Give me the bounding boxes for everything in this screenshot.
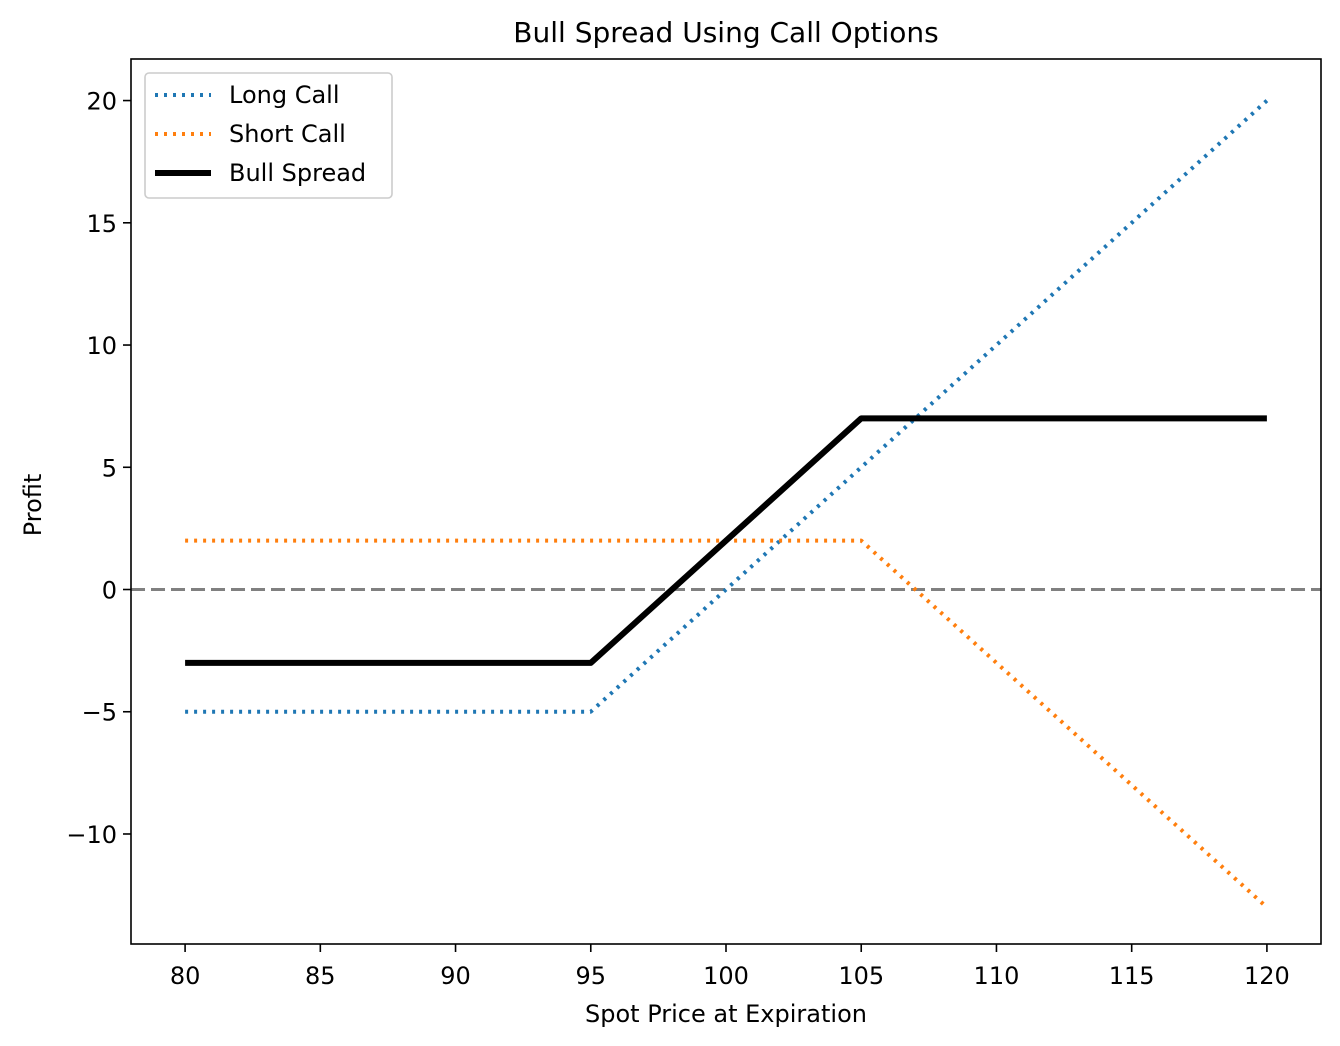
y-tick-label: 20 <box>86 88 117 116</box>
x-tick-label: 115 <box>1109 962 1155 990</box>
legend-box <box>144 72 393 199</box>
plot-area <box>131 99 1321 909</box>
x-tick-label: 80 <box>170 962 201 990</box>
x-tick-label: 120 <box>1244 962 1290 990</box>
legend-label: Bull Spread <box>229 159 366 187</box>
y-axis-label: Profit <box>19 474 47 537</box>
x-tick-label: 105 <box>838 962 884 990</box>
y-tick-label: 0 <box>102 577 117 605</box>
y-tick-label: 5 <box>102 454 117 482</box>
y-tick-label: −5 <box>82 699 117 727</box>
y-tick-label: −10 <box>66 821 117 849</box>
legend-label: Long Call <box>229 81 340 109</box>
plot-frame <box>130 58 1322 945</box>
x-axis-label: Spot Price at Expiration <box>585 1000 867 1028</box>
series-line-long-call <box>185 99 1269 714</box>
legend: Long Call Short Call Bull Spread <box>144 72 393 199</box>
x-tick-label: 100 <box>703 962 749 990</box>
x-tick-label: 110 <box>974 962 1020 990</box>
y-tick-label: 10 <box>86 332 117 360</box>
y-tick-label: 15 <box>86 210 117 238</box>
series-line-bull-spread <box>185 415 1267 666</box>
series-line-short-call <box>185 538 1269 909</box>
x-tick-label: 85 <box>305 962 336 990</box>
x-tick-label: 95 <box>575 962 606 990</box>
x-tick-label: 90 <box>440 962 471 990</box>
chart-title: Bull Spread Using Call Options <box>513 16 938 49</box>
legend-label: Short Call <box>229 120 346 148</box>
axis-ticks: 80 85 90 95 100 105 110 115 120 −10 −5 0 5 10 15 20 <box>66 88 1289 990</box>
